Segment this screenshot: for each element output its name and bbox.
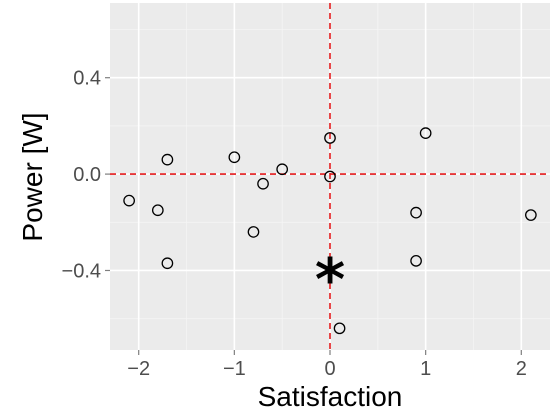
data-points [123, 127, 537, 335]
x-tick-label: −1 [223, 358, 246, 380]
highlight-star: * [315, 246, 345, 314]
data-point [228, 151, 241, 164]
y-tick-label: 0.0 [73, 164, 101, 186]
data-point [333, 322, 346, 335]
data-point [161, 257, 174, 270]
data-point [257, 177, 269, 190]
data-point [419, 127, 432, 139]
x-tick-label: −2 [127, 358, 150, 380]
data-point [151, 204, 164, 217]
data-point [161, 153, 174, 166]
data-point [525, 209, 537, 221]
data-point [247, 226, 260, 238]
x-tick-label: 1 [420, 358, 431, 380]
data-point [410, 254, 422, 267]
y-tick-label: 0.4 [73, 68, 101, 90]
reference-lines [110, 3, 550, 350]
x-axis-ticks: −2 −1 0 1 2 [127, 350, 527, 380]
data-point [324, 170, 336, 183]
x-axis-title: Satisfaction [258, 381, 403, 412]
x-tick-label: 2 [516, 358, 527, 380]
data-point [410, 206, 422, 219]
data-point [324, 132, 336, 144]
highlight-marker: * [315, 246, 345, 314]
data-point [123, 194, 135, 207]
x-tick-label: 0 [324, 358, 335, 380]
y-axis-title: Power [W] [17, 112, 48, 241]
y-axis-ticks: −0.4 0.0 0.4 [62, 68, 110, 282]
data-point [276, 163, 289, 176]
y-tick-label: −0.4 [62, 260, 101, 282]
